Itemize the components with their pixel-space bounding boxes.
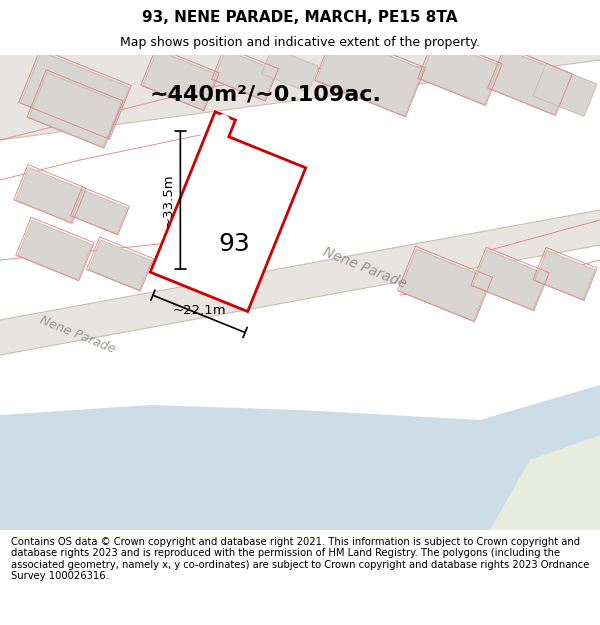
Polygon shape <box>0 385 600 530</box>
Polygon shape <box>0 210 600 355</box>
Polygon shape <box>419 39 500 104</box>
Polygon shape <box>150 112 306 311</box>
Polygon shape <box>214 50 277 100</box>
Polygon shape <box>143 50 217 110</box>
Polygon shape <box>317 34 424 116</box>
Text: 93, NENE PARADE, MARCH, PE15 8TA: 93, NENE PARADE, MARCH, PE15 8TA <box>142 10 458 25</box>
Text: Nene Parade: Nene Parade <box>321 245 409 291</box>
Text: ~33.5m: ~33.5m <box>161 174 175 227</box>
Polygon shape <box>89 240 151 290</box>
Polygon shape <box>0 55 600 140</box>
Polygon shape <box>533 64 597 116</box>
Polygon shape <box>400 249 491 321</box>
Text: Nene Parade: Nene Parade <box>38 314 118 356</box>
Polygon shape <box>535 251 595 299</box>
Text: Contains OS data © Crown copyright and database right 2021. This information is : Contains OS data © Crown copyright and d… <box>11 537 589 581</box>
Text: Map shows position and indicative extent of the property.: Map shows position and indicative extent… <box>120 36 480 49</box>
Polygon shape <box>490 49 571 114</box>
Text: ~22.1m: ~22.1m <box>172 304 226 318</box>
Polygon shape <box>16 168 85 222</box>
Polygon shape <box>29 72 121 148</box>
Polygon shape <box>73 190 127 234</box>
Polygon shape <box>490 435 600 530</box>
Text: ~440m²/~0.109ac.: ~440m²/~0.109ac. <box>150 85 382 105</box>
Polygon shape <box>473 250 547 310</box>
Text: 93: 93 <box>218 232 250 256</box>
Polygon shape <box>262 48 319 92</box>
Polygon shape <box>18 220 92 280</box>
Polygon shape <box>20 52 130 138</box>
Ellipse shape <box>211 114 230 141</box>
